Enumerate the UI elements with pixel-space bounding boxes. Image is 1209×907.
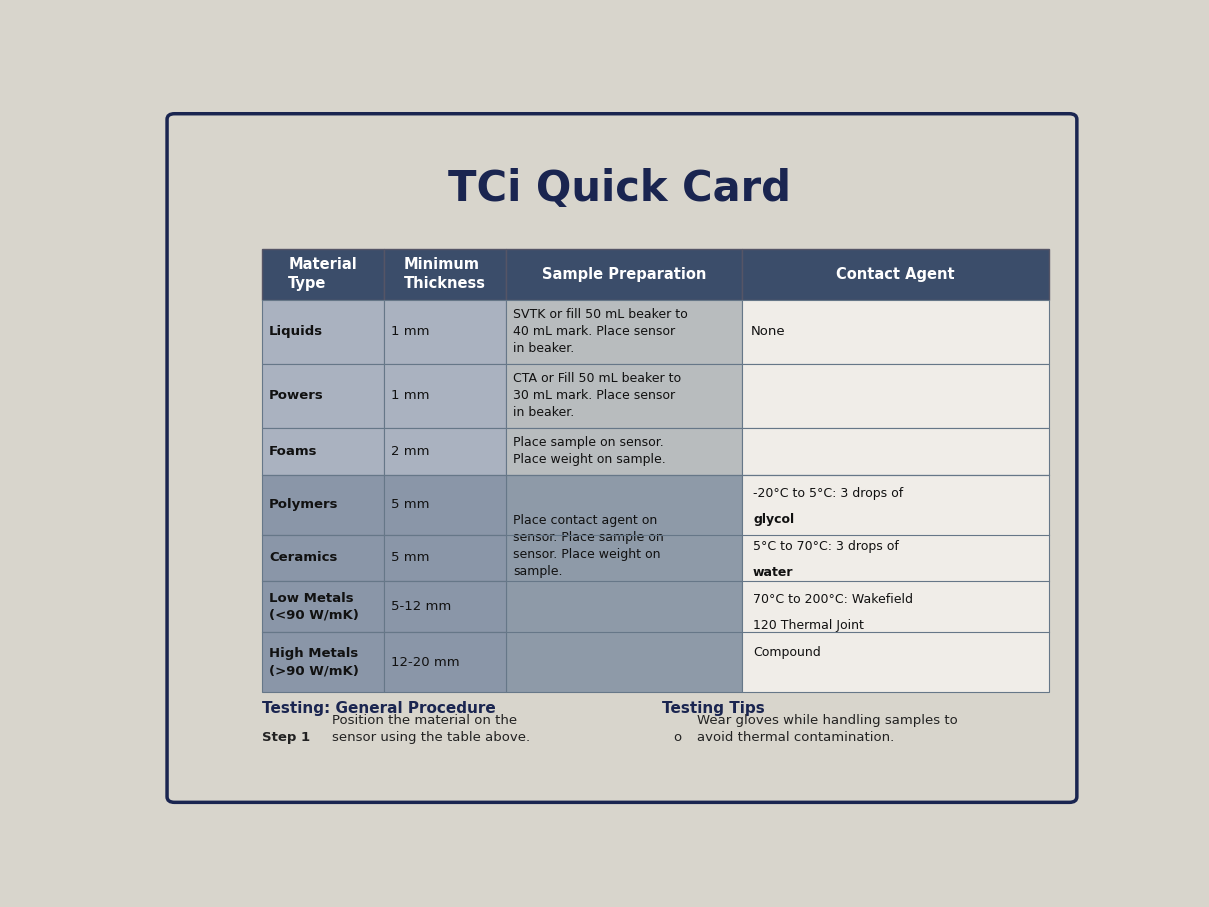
Bar — [505, 428, 742, 474]
Text: 70°C to 200°C: Wakefield: 70°C to 200°C: Wakefield — [753, 593, 913, 606]
Text: TCi Quick Card: TCi Quick Card — [449, 168, 791, 210]
Bar — [261, 474, 383, 534]
Text: 5°C to 70°C: 3 drops of: 5°C to 70°C: 3 drops of — [753, 540, 899, 552]
Text: -20°C to 5°C: 3 drops of: -20°C to 5°C: 3 drops of — [753, 487, 903, 500]
Text: water: water — [753, 566, 793, 580]
Bar — [505, 249, 742, 299]
Bar — [261, 632, 383, 692]
Text: 5 mm: 5 mm — [392, 498, 429, 512]
Text: 1 mm: 1 mm — [392, 326, 429, 338]
Text: 5-12 mm: 5-12 mm — [392, 600, 451, 613]
Bar — [742, 249, 1048, 299]
Bar — [261, 428, 383, 474]
Text: Material
Type: Material Type — [288, 258, 357, 291]
Text: CTA or Fill 50 mL beaker to
30 mL mark. Place sensor
in beaker.: CTA or Fill 50 mL beaker to 30 mL mark. … — [513, 373, 682, 419]
Bar — [742, 474, 1048, 692]
Bar — [383, 534, 505, 581]
Bar — [383, 632, 505, 692]
Text: Foams: Foams — [270, 445, 318, 458]
Bar — [505, 474, 742, 692]
Text: Place sample on sensor.
Place weight on sample.: Place sample on sensor. Place weight on … — [513, 436, 666, 466]
Bar — [383, 581, 505, 632]
Bar — [383, 364, 505, 428]
Bar — [261, 364, 383, 428]
Text: glycol: glycol — [753, 513, 794, 526]
Bar — [742, 299, 1048, 364]
Bar — [505, 364, 742, 428]
Bar — [505, 299, 742, 364]
Text: Sample Preparation: Sample Preparation — [542, 267, 706, 281]
Text: SVTK or fill 50 mL beaker to
40 mL mark. Place sensor
in beaker.: SVTK or fill 50 mL beaker to 40 mL mark.… — [513, 308, 688, 356]
Text: 2 mm: 2 mm — [392, 445, 429, 458]
Bar — [261, 534, 383, 581]
Text: Contact Agent: Contact Agent — [835, 267, 955, 281]
Text: 12-20 mm: 12-20 mm — [392, 656, 459, 668]
Text: Powers: Powers — [270, 389, 324, 403]
Bar — [383, 299, 505, 364]
Bar — [383, 474, 505, 534]
Text: 5 mm: 5 mm — [392, 551, 429, 564]
Bar — [261, 299, 383, 364]
Text: Position the material on the
sensor using the table above.: Position the material on the sensor usin… — [332, 714, 530, 744]
Text: Step 1: Step 1 — [261, 731, 310, 744]
Text: Compound: Compound — [753, 646, 821, 658]
Text: None: None — [751, 326, 786, 338]
Text: Minimum
Thickness: Minimum Thickness — [404, 258, 486, 291]
Bar — [383, 249, 505, 299]
Bar — [261, 249, 383, 299]
Text: Place contact agent on
sensor. Place sample on
sensor. Place weight on
sample.: Place contact agent on sensor. Place sam… — [513, 514, 664, 579]
Bar — [261, 581, 383, 632]
Bar — [742, 364, 1048, 428]
Text: Testing Tips: Testing Tips — [661, 701, 764, 716]
Bar — [742, 428, 1048, 474]
Text: High Metals
(>90 W/mK): High Metals (>90 W/mK) — [270, 647, 359, 677]
Text: 120 Thermal Joint: 120 Thermal Joint — [753, 619, 864, 632]
Text: Polymers: Polymers — [270, 498, 339, 512]
Text: Testing: General Procedure: Testing: General Procedure — [261, 701, 496, 716]
Text: Ceramics: Ceramics — [270, 551, 337, 564]
Text: Liquids: Liquids — [270, 326, 323, 338]
Text: 1 mm: 1 mm — [392, 389, 429, 403]
Text: Low Metals
(<90 W/mK): Low Metals (<90 W/mK) — [270, 591, 359, 621]
Text: o: o — [673, 731, 681, 744]
Bar — [383, 428, 505, 474]
Text: Wear gloves while handling samples to
avoid thermal contamination.: Wear gloves while handling samples to av… — [698, 714, 958, 744]
